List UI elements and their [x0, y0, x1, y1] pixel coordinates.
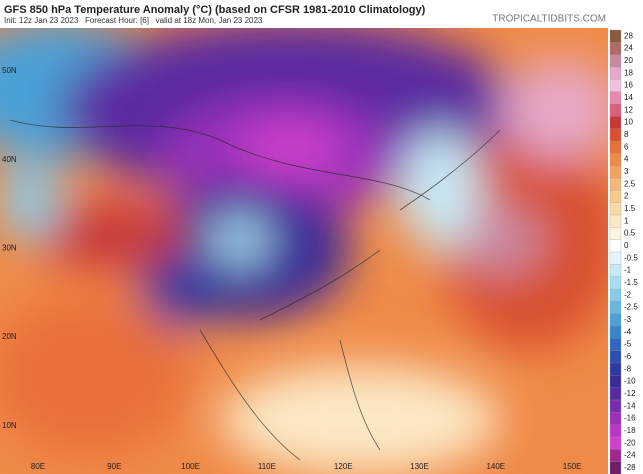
colorbar-label: 2.5: [624, 179, 636, 188]
colorbar-label: 6: [624, 142, 629, 151]
colorbar-swatch: [609, 239, 622, 253]
longitude-label: 110E: [258, 462, 276, 471]
colorbar-label: -20: [624, 438, 636, 447]
colorbar-swatch: [609, 276, 622, 290]
colorbar-label: -4: [624, 327, 632, 336]
info-line: Init: 12z Jan 23 2023 Forecast Hour: [6]…: [4, 16, 263, 25]
anomaly-field: [0, 28, 608, 474]
longitude-label: 80E: [31, 462, 45, 471]
colorbar-swatch: [609, 449, 622, 463]
colorbar-label: 18: [624, 68, 633, 77]
colorbar-label: 14: [624, 93, 633, 102]
colorbar-swatch: [609, 79, 622, 93]
latitude-label: 10N: [2, 421, 17, 430]
colorbar-swatch: [609, 128, 622, 142]
longitude-label: 90E: [107, 462, 121, 471]
colorbar-label: -12: [624, 389, 636, 398]
colorbar-label: 20: [624, 56, 633, 65]
latitude-label: 40N: [2, 155, 17, 164]
colorbar-label: 16: [624, 81, 633, 90]
colorbar-label: -10: [624, 377, 636, 386]
colorbar-label: 2: [624, 192, 629, 201]
latitude-label: 30N: [2, 244, 17, 253]
colorbar-label: -1: [624, 266, 632, 275]
colorbar-swatch: [609, 66, 622, 80]
colorbar-swatch: [609, 375, 622, 389]
coastline: [9, 119, 501, 461]
longitude-label: 130E: [410, 462, 429, 471]
colorbar-swatch: [609, 436, 622, 450]
colorbar-label: -2.5: [624, 303, 638, 312]
colorbar-swatch: [609, 116, 622, 130]
colorbar-swatch: [609, 42, 622, 56]
colorbar-label: 24: [624, 44, 633, 53]
colorbar-swatch: [609, 140, 622, 154]
colorbar-swatch: [609, 461, 622, 474]
title: GFS 850 hPa Temperature Anomaly (°C) (ba…: [4, 4, 426, 16]
colorbar-label: -16: [624, 414, 636, 423]
colorbar-label: -6: [624, 352, 632, 361]
colorbar-label: -18: [624, 426, 636, 435]
longitude-label: 120E: [334, 462, 353, 471]
colorbar-swatch: [609, 350, 622, 364]
colorbar-swatch: [609, 338, 622, 352]
colorbar-label: 4: [624, 155, 629, 164]
colorbar-label: 10: [624, 118, 633, 127]
colorbar-swatch: [609, 412, 622, 426]
colorbar-swatch: [609, 301, 622, 315]
longitude-label: 150E: [563, 462, 582, 471]
colorbar-swatch: [609, 91, 622, 105]
longitude-label: 100E: [181, 462, 200, 471]
colorbar-label: -1.5: [624, 278, 638, 287]
colorbar-label: 8: [624, 130, 629, 139]
colorbar-swatch: [609, 54, 622, 68]
colorbar-swatch: [609, 424, 622, 438]
colorbar-label: -24: [624, 451, 636, 460]
colorbar-label: -5: [624, 340, 632, 349]
watermark: TROPICALTIDBITS.COM: [492, 14, 606, 25]
colorbar-swatch: [609, 190, 622, 204]
colorbar-swatch: [609, 362, 622, 376]
colorbar-swatch: [609, 387, 622, 401]
colorbar-label: -0.5: [624, 253, 638, 262]
colorbar-label: 28: [624, 31, 633, 40]
latitude-label: 20N: [2, 332, 17, 341]
colorbar-swatch: [609, 288, 622, 302]
colorbar-label: -28: [624, 463, 636, 472]
latitude-label: 50N: [2, 66, 17, 75]
colorbar-swatch: [609, 153, 622, 167]
colorbar-swatch: [609, 264, 622, 278]
colorbar-swatch: [609, 251, 622, 265]
colorbar-label: -3: [624, 315, 632, 324]
colorbar-swatch: [609, 325, 622, 339]
colorbar-label: 1.5: [624, 204, 636, 213]
colorbar-swatch: [609, 29, 622, 43]
colorbar-label: -14: [624, 401, 636, 410]
colorbar-label: 0: [624, 241, 629, 250]
colorbar-swatch: [609, 202, 622, 216]
colorbar-label: 3: [624, 167, 629, 176]
colorbar-label: -2: [624, 290, 632, 299]
longitude-label: 140E: [486, 462, 505, 471]
colorbar-label: -8: [624, 364, 632, 373]
colorbar-label: 1: [624, 216, 629, 225]
colorbar-swatch: [609, 399, 622, 413]
colorbar-swatch: [609, 313, 622, 327]
colorbar-swatch: [609, 214, 622, 228]
colorbar-swatch: [609, 227, 622, 241]
colorbar-label: 0.5: [624, 229, 636, 238]
colorbar-swatch: [609, 177, 622, 191]
colorbar-swatch: [609, 165, 622, 179]
colorbar-swatch: [609, 103, 622, 117]
colorbar-label: 12: [624, 105, 633, 114]
